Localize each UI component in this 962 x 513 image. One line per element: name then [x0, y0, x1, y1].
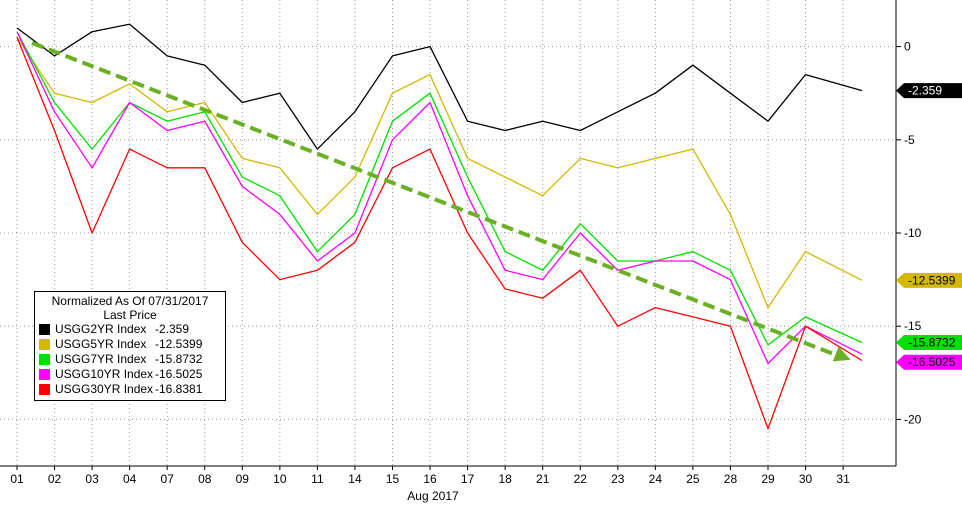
legend-swatch: [39, 369, 50, 380]
legend-title: Normalized As Of 07/31/2017: [51, 294, 209, 308]
legend-series-name: USGG2YR Index: [55, 322, 147, 336]
x-tick-label: 21: [536, 472, 550, 486]
legend: Normalized As Of 07/31/2017 Last Price U…: [34, 291, 226, 401]
legend-series-value: -16.8381: [155, 382, 203, 396]
x-tick-label: 03: [85, 472, 99, 486]
legend-swatch: [39, 384, 50, 395]
legend-item: USGG30YR Index -16.8381: [39, 382, 221, 397]
x-tick-label: 17: [461, 472, 475, 486]
legend-item: USGG10YR Index -16.5025: [39, 367, 221, 382]
x-tick-label: 16: [423, 472, 437, 486]
y-tick-label: -15: [904, 319, 922, 333]
value-tag-label: -16.5025: [908, 355, 956, 369]
series-line-5: [16, 37, 863, 430]
x-tick-label: 18: [498, 472, 512, 486]
y-tick-label: -20: [904, 412, 922, 426]
series-line-2: [16, 36, 863, 309]
legend-item: USGG2YR Index -2.359: [39, 322, 221, 337]
value-tag-label: -15.8732: [908, 335, 956, 349]
x-tick-label: 01: [10, 472, 24, 486]
x-tick-label: 31: [836, 472, 850, 486]
series-line-3: [16, 31, 863, 346]
value-tag: [896, 354, 962, 370]
x-tick-label: 07: [161, 472, 175, 486]
value-tag-label: -12.5399: [908, 273, 956, 287]
x-tick-label: 28: [724, 472, 738, 486]
x-tick-label: 15: [386, 472, 400, 486]
legend-item: USGG5YR Index -12.5399: [39, 337, 221, 352]
legend-series-name: USGG30YR Index: [55, 382, 154, 396]
x-tick-label: 30: [799, 472, 813, 486]
value-tag: [896, 334, 962, 350]
legend-subtitle: Last Price: [103, 308, 157, 322]
y-tick-label: 0: [904, 40, 911, 54]
x-tick-label: 22: [574, 472, 588, 486]
legend-swatch: [39, 324, 50, 335]
x-tick-label: 25: [686, 472, 700, 486]
legend-swatch: [39, 339, 50, 350]
legend-series-value: -12.5399: [155, 337, 203, 351]
series-line-4: [16, 31, 863, 365]
legend-series-name: USGG7YR Index: [55, 352, 147, 366]
legend-series-value: -2.359: [155, 322, 190, 336]
y-tick-label: -5: [904, 133, 915, 147]
series-line-1: [16, 23, 863, 150]
legend-series-name: USGG10YR Index: [55, 367, 154, 381]
x-axis-label: Aug 2017: [407, 489, 459, 503]
legend-series-value: -16.5025: [155, 367, 203, 381]
x-tick-label: 24: [649, 472, 663, 486]
trend-arrow-head: [832, 346, 851, 362]
x-tick-label: 29: [761, 472, 775, 486]
value-tag: [896, 83, 962, 99]
trend-arrow-line: [31, 41, 842, 359]
y-tick-label: -10: [904, 226, 922, 240]
x-tick-label: 14: [348, 472, 362, 486]
x-tick-label: 10: [273, 472, 287, 486]
x-tick-label: 23: [611, 472, 625, 486]
legend-swatch: [39, 354, 50, 365]
x-tick-label: 09: [236, 472, 250, 486]
value-tag-label: -2.359: [908, 84, 942, 98]
x-tick-label: 02: [48, 472, 62, 486]
x-tick-label: 04: [123, 472, 137, 486]
legend-series-name: USGG5YR Index: [55, 337, 147, 351]
value-tag: [896, 272, 962, 288]
x-tick-label: 08: [198, 472, 212, 486]
legend-series-value: -15.8732: [155, 352, 203, 366]
x-tick-label: 11: [311, 472, 324, 486]
legend-item: USGG7YR Index -15.8732: [39, 352, 221, 367]
